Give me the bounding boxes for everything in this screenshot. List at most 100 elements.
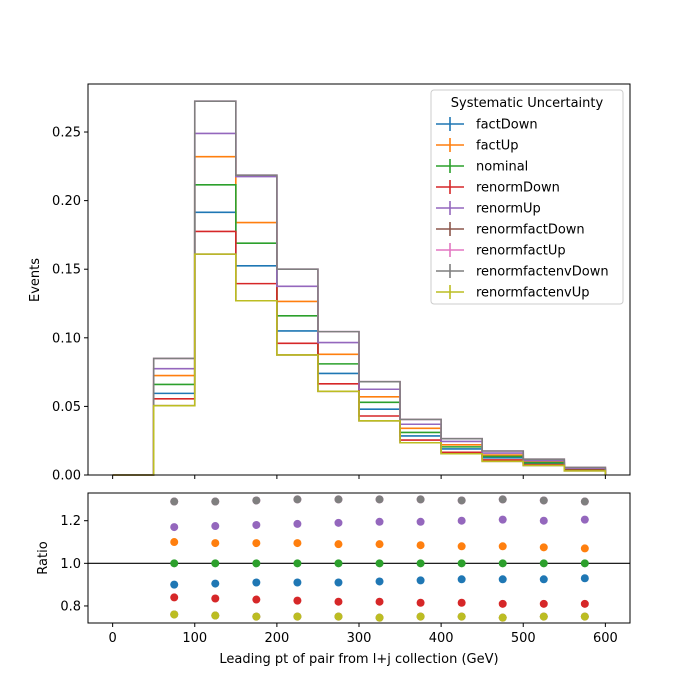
legend-label: factDown [476,118,538,133]
ratio-point-factUp-8 [457,542,466,551]
ratio-point-factDown-10 [539,575,548,584]
ratio-point-renormUp-7 [416,517,425,526]
ratio-point-nominal-1 [170,559,179,568]
x-tick-label: 0 [108,631,116,646]
ratio-point-nominal-2 [211,559,220,568]
ratio-point-renormDown-9 [498,599,507,608]
legend: Systematic Uncertainty factDown factUp nom… [430,89,624,305]
ratio-point-factDown-11 [580,574,589,583]
legend-entry-renormfactenvUp: renormfactenvUp [436,285,590,301]
legend-frame [430,89,624,305]
x-axis: 0 100 200 300 400 500 600 [108,623,618,646]
ratio-point-renormUp-11 [580,515,589,524]
ratio-points-group [170,495,589,622]
x-tick-label: 100 [182,631,207,646]
legend-entry-renormUp: renormUp [436,201,541,217]
ratio-series-factUp [170,538,589,553]
ratio-series-renormfactenvUp [170,610,589,622]
ratio-point-renormfactenvUp-10 [539,612,548,621]
main-histogram-panel: 0.00 0.05 0.10 0.15 0.20 0.25 Events [28,83,631,484]
x-tick-label: 600 [593,631,618,646]
ratio-point-renormDown-11 [580,599,589,608]
ratio-point-renormUp-9 [498,515,507,524]
ratio-series-renormDown [170,593,589,608]
ratio-point-renormDown-1 [170,593,179,602]
histogram-step-renormfactenvUp [112,253,607,476]
series-renormfactenvDown [112,100,607,476]
ratio-point-renormfactenvUp-7 [416,612,425,621]
ratio-point-factUp-6 [375,540,384,549]
legend-title: Systematic Uncertainty [451,96,604,111]
ratio-point-renormDown-5 [334,597,343,606]
ratio-point-factUp-9 [498,542,507,551]
series-renormfactenvUp [112,253,607,476]
ratio-point-renormfactenvDown-2 [211,497,220,506]
ratio-point-renormUp-5 [334,518,343,527]
ratio-y-axis: 0.8 1.0 1.2 [60,514,88,614]
x-tick-label: 500 [511,631,536,646]
ratio-point-factDown-6 [375,577,384,586]
ratio-point-renormfactenvDown-10 [539,496,548,505]
ratio-point-nominal-10 [539,559,548,568]
x-tick-label: 200 [264,631,289,646]
ratio-y-tick-label: 0.8 [60,599,81,614]
main-y-tick-label: 0.00 [52,469,81,484]
ratio-point-nominal-3 [252,559,261,568]
ratio-series-factDown [170,574,589,589]
ratio-point-renormfactenvUp-5 [334,612,343,621]
main-x-axis-ticks [112,475,606,479]
ratio-y-tick-label: 1.0 [60,557,81,572]
x-tick-label: 300 [347,631,372,646]
ratio-point-factUp-4 [293,539,302,548]
ratio-point-factDown-8 [457,575,466,584]
ratio-point-renormfactenvUp-2 [211,611,220,620]
ratio-point-renormfactenvDown-4 [293,495,302,504]
ratio-point-renormfactenvDown-7 [416,495,425,504]
ratio-point-renormfactenvDown-5 [334,495,343,504]
ratio-plot-frame [87,492,631,624]
ratio-point-renormfactenvDown-1 [170,497,179,506]
ratio-point-renormfactenvUp-11 [580,612,589,621]
ratio-point-nominal-5 [334,559,343,568]
ratio-point-factDown-4 [293,578,302,587]
legend-label: renormfactenvUp [476,286,590,301]
ratio-point-nominal-9 [498,559,507,568]
legend-entry-renormfactenvDown: renormfactenvDown [436,264,609,280]
legend-label: renormfactenvDown [476,265,609,280]
ratio-point-renormUp-10 [539,516,548,525]
legend-entry-renormfactUp: renormfactUp [436,243,566,259]
ratio-point-factUp-3 [252,539,261,548]
x-tick-label: 400 [429,631,454,646]
ratio-point-renormfactenvUp-8 [457,612,466,621]
ratio-point-nominal-11 [580,559,589,568]
ratio-point-factDown-3 [252,578,261,587]
ratio-point-factDown-9 [498,575,507,584]
ratio-point-renormfactenvUp-1 [170,610,179,619]
ratio-point-renormfactenvUp-9 [498,613,507,622]
ratio-series-renormfactenvDown [170,495,589,506]
x-axis-label: Leading pt of pair from l+j collection (… [219,652,498,667]
ratio-point-factUp-2 [211,539,220,548]
ratio-point-renormDown-2 [211,594,220,603]
ratio-y-tick-label: 1.2 [60,514,81,529]
ratio-series-renormUp [170,515,589,532]
ratio-point-renormfactenvDown-3 [252,496,261,505]
ratio-point-factUp-11 [580,544,589,553]
ratio-point-factDown-2 [211,579,220,588]
main-y-axis-label: Events [28,258,43,302]
main-y-tick-label: 0.15 [52,263,81,278]
ratio-point-factDown-1 [170,580,179,589]
ratio-point-nominal-6 [375,559,384,568]
ratio-point-renormUp-3 [252,520,261,529]
ratio-y-axis-label: Ratio [36,541,51,574]
ratio-point-renormUp-2 [211,522,220,531]
ratio-point-renormDown-3 [252,595,261,604]
ratio-panel: 0.8 1.0 1.2 0 100 200 300 400 500 600 Ratio Lead… [36,492,631,667]
ratio-point-renormUp-6 [375,517,384,526]
main-y-tick-label: 0.05 [52,400,81,415]
main-y-tick-label: 0.20 [52,194,81,209]
ratio-point-renormfactenvDown-6 [375,495,384,504]
ratio-point-factUp-7 [416,541,425,550]
main-y-tick-label: 0.10 [52,331,81,346]
